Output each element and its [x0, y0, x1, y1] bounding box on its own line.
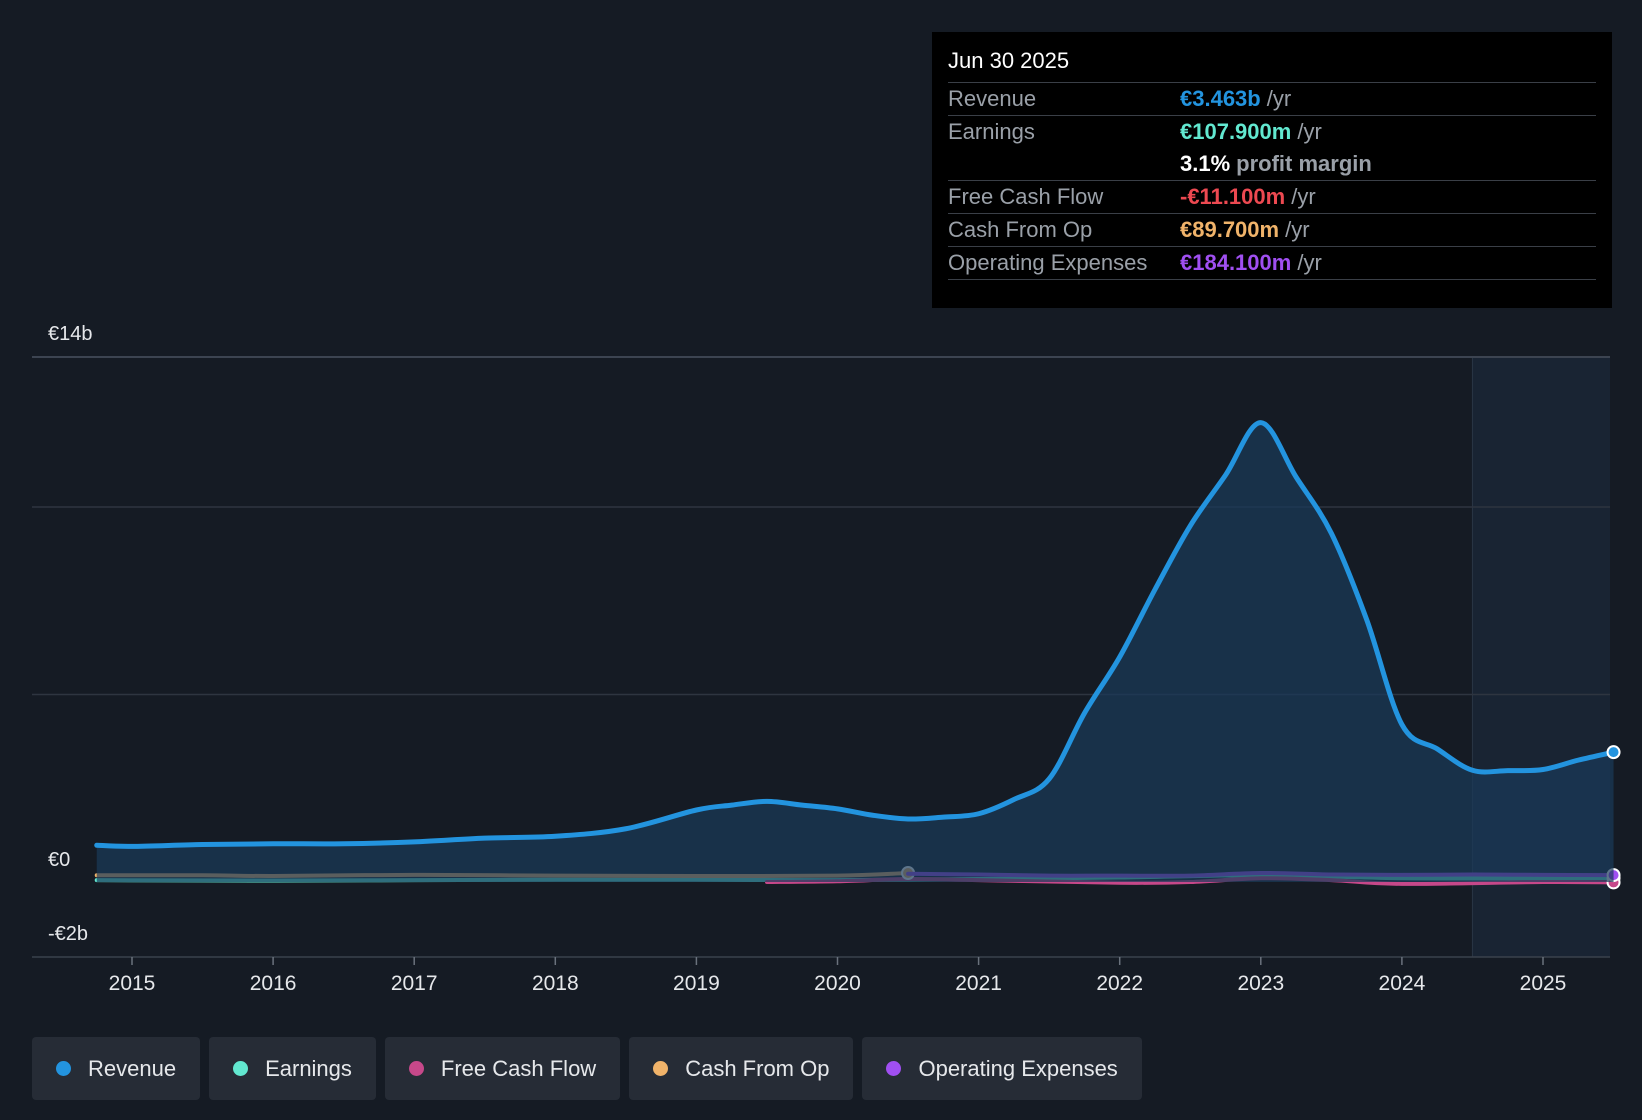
tooltip-row: Revenue €3.463b/yr — [948, 83, 1596, 116]
tooltip-row-label: Cash From Op — [948, 217, 1093, 242]
y-tick-label: €0 — [48, 849, 70, 871]
tooltip-rows: Revenue €3.463b/yr Earnings €107.900m/yr 3.1… — [948, 83, 1596, 280]
tooltip-row-unit: /yr — [1285, 217, 1310, 242]
legend-item-operating-expenses[interactable]: Operating Expenses — [862, 1037, 1142, 1100]
legend-label: Operating Expenses — [918, 1055, 1118, 1081]
legend-dot-icon — [233, 1061, 249, 1076]
tooltip-row-unit: /yr — [1297, 119, 1322, 144]
tooltip-row-value: €184.100m — [1180, 250, 1292, 275]
x-tick-label: 2022 — [1096, 972, 1143, 995]
tooltip-row-value: -€11.100m — [1180, 184, 1286, 209]
tooltip-row-unit: /yr — [1291, 184, 1316, 209]
x-tick-label: 2021 — [955, 972, 1002, 995]
x-tick-label: 2023 — [1237, 972, 1284, 995]
x-tick-label: 2018 — [532, 972, 579, 995]
x-tick-label: 2019 — [673, 972, 720, 995]
x-tick-label: 2015 — [109, 972, 156, 995]
tooltip-row-value: €107.900m — [1180, 119, 1292, 144]
legend-label: Revenue — [88, 1055, 177, 1081]
y-tick-label: -€2b — [48, 923, 88, 945]
tooltip-row-unit: profit margin — [1236, 151, 1372, 176]
legend: Revenue Earnings Free Cash Flow Cash From O… — [32, 1037, 1142, 1100]
tooltip-row-value: €3.463b — [1180, 86, 1261, 111]
legend-dot-icon — [408, 1061, 424, 1076]
tooltip-row-label: Free Cash Flow — [948, 184, 1104, 209]
legend-dot-icon — [886, 1061, 902, 1076]
tooltip-row: 3.1% profit margin — [948, 148, 1596, 181]
tooltip-row: Earnings €107.900m/yr — [948, 116, 1596, 148]
legend-dot-icon — [653, 1061, 669, 1076]
tooltip-row-value: €89.700m — [1180, 217, 1280, 242]
legend-item-revenue[interactable]: Revenue — [32, 1037, 201, 1100]
x-tick-label: 2024 — [1379, 972, 1426, 995]
tooltip-row-label — [948, 148, 1180, 180]
revenue-endpoint — [1606, 745, 1621, 760]
x-tick-label: 2020 — [814, 972, 861, 995]
tooltip: Jun 30 2025 Revenue €3.463b/yr Earnings €10… — [932, 32, 1612, 308]
legend-item-cash-from-op[interactable]: Cash From Op — [629, 1037, 854, 1100]
legend-dot-icon — [56, 1061, 71, 1076]
x-tick-label: 2025 — [1520, 972, 1567, 995]
tooltip-row: Cash From Op €89.700m/yr — [948, 214, 1596, 247]
tooltip-row-label: Operating Expenses — [948, 250, 1148, 275]
legend-label: Earnings — [265, 1055, 352, 1081]
x-tick-label: 2017 — [391, 972, 438, 995]
tooltip-row-label: Revenue — [948, 86, 1037, 111]
tooltip-row: Operating Expenses €184.100m/yr — [948, 247, 1596, 280]
legend-item-earnings[interactable]: Earnings — [209, 1037, 376, 1100]
y-tick-label: €14b — [48, 323, 93, 345]
legend-item-free-cash-flow[interactable]: Free Cash Flow — [384, 1037, 621, 1100]
tooltip-row-unit: /yr — [1297, 250, 1322, 275]
tooltip-row-value: 3.1% — [1180, 151, 1231, 176]
tooltip-row: Free Cash Flow -€11.100m/yr — [948, 181, 1596, 214]
tooltip-date: Jun 30 2025 — [948, 46, 1596, 83]
revenue-line — [94, 420, 1617, 849]
x-tick-label: 2016 — [250, 972, 297, 995]
tooltip-row-unit: /yr — [1266, 86, 1292, 111]
legend-label: Free Cash Flow — [440, 1055, 597, 1081]
revenue-area — [96, 422, 1614, 882]
legend-label: Cash From Op — [685, 1055, 830, 1081]
tooltip-row-label: Earnings — [948, 119, 1035, 144]
